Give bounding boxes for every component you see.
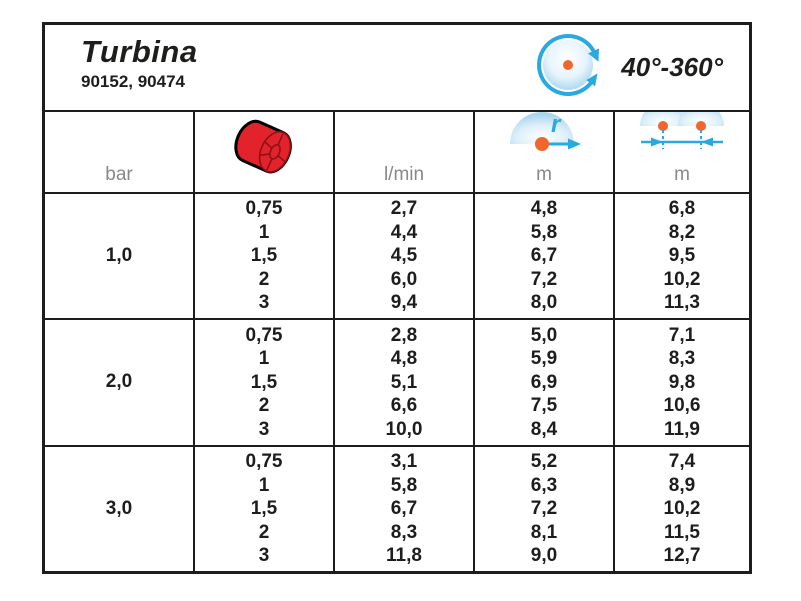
flow-value: 2,7 <box>390 198 418 220</box>
radius-values: 5,0 5,9 6,9 7,5 8,4 <box>473 318 613 445</box>
nozzle-size-value: 0,75 <box>245 451 283 473</box>
column-header-flow: l/min <box>333 112 473 192</box>
radius-value: 5,0 <box>530 324 558 346</box>
diameter-value: 7,4 <box>668 451 696 473</box>
nozzle-size-value: 3 <box>258 418 270 440</box>
nozzle-size-value: 1 <box>258 348 270 370</box>
flow-value: 8,3 <box>390 521 418 543</box>
diameter-unit-label: m <box>674 164 690 185</box>
nozzle-size-value: 1 <box>258 474 270 496</box>
nozzle-size-value: 2 <box>258 268 270 290</box>
flow-value: 4,5 <box>390 245 418 267</box>
flow-value: 4,4 <box>390 221 418 243</box>
flow-value: 10,0 <box>385 418 423 440</box>
radius-value: 7,2 <box>530 268 558 290</box>
nozzle-size-value: 1,5 <box>250 245 278 267</box>
radius-value: 5,8 <box>530 221 558 243</box>
diameter-value: 11,5 <box>664 521 700 543</box>
radius-value: 8,4 <box>530 418 558 440</box>
diameter-value: 8,2 <box>668 221 696 243</box>
radius-value: 6,9 <box>530 371 558 393</box>
bar-unit-label: bar <box>105 164 133 185</box>
diameter-value: 9,8 <box>668 371 696 393</box>
nozzle-size-value: 3 <box>258 545 270 567</box>
nozzle-size-value: 2 <box>258 395 270 417</box>
flow-value: 4,8 <box>390 348 418 370</box>
diameter-values: 7,4 8,9 10,2 11,5 12,7 <box>613 444 749 571</box>
diameter-value: 11,9 <box>664 418 700 440</box>
rotation-range-label: 40°-360° <box>621 52 723 82</box>
radius-icon: r <box>501 112 587 159</box>
radius-value: 8,0 <box>530 292 558 314</box>
radius-value: 4,8 <box>530 198 558 220</box>
nozzle-size-value: 1 <box>258 221 270 243</box>
column-header-radius: r m <box>473 112 613 192</box>
diameter-value: 11,3 <box>664 292 700 314</box>
column-header-bar: bar <box>45 112 193 192</box>
model-numbers: 90152, 90474 <box>81 72 185 91</box>
radius-value: 8,1 <box>530 521 558 543</box>
radius-values: 5,2 6,3 7,2 8,1 9,0 <box>473 444 613 571</box>
bar-value: 1,0 <box>45 192 193 318</box>
svg-text:r: r <box>551 112 562 138</box>
nozzle-size-value: 2 <box>258 521 270 543</box>
radius-value: 7,2 <box>530 498 558 520</box>
diameter-values: 7,1 8,3 9,8 10,6 11,9 <box>613 318 749 445</box>
radius-unit-label: m <box>536 164 552 185</box>
flow-value: 3,1 <box>390 451 418 473</box>
nozzle-size-value: 3 <box>258 292 270 314</box>
diameter-value: 10,2 <box>663 268 701 290</box>
spec-sheet-table: Turbina 90152, 90474 <box>42 22 752 574</box>
flow-unit-label: l/min <box>383 164 425 185</box>
radius-value: 6,3 <box>530 474 558 496</box>
diameter-value: 8,3 <box>668 348 696 370</box>
diameter-value: 8,9 <box>668 474 696 496</box>
flow-value: 5,1 <box>390 371 418 393</box>
column-header-nozzle <box>193 112 333 192</box>
radius-value: 7,5 <box>530 395 558 417</box>
flow-values: 2,8 4,8 5,1 6,6 10,0 <box>333 318 473 445</box>
flow-value: 11,8 <box>386 545 422 567</box>
nozzle-icon <box>226 114 302 185</box>
flow-value: 6,6 <box>390 395 418 417</box>
spray-diameter-icon <box>634 112 730 159</box>
diameter-value: 10,2 <box>663 498 701 520</box>
radius-value: 5,2 <box>530 451 558 473</box>
flow-value: 5,8 <box>390 474 418 496</box>
radius-value: 9,0 <box>530 545 558 567</box>
nozzle-sizes: 0,75 1 1,5 2 3 <box>193 318 333 445</box>
rotation-block: 40°-360° <box>535 25 723 110</box>
nozzle-sizes: 0,75 1 1,5 2 3 <box>193 192 333 319</box>
diameter-value: 12,7 <box>663 545 701 567</box>
diameter-value: 7,1 <box>668 324 696 346</box>
bar-value: 2,0 <box>45 318 193 444</box>
diameter-values: 6,8 8,2 9,5 10,2 11,3 <box>613 192 749 319</box>
spec-grid: bar l/min <box>45 112 749 571</box>
diameter-value: 10,6 <box>663 395 701 417</box>
flow-value: 6,0 <box>390 268 418 290</box>
nozzle-size-value: 1,5 <box>250 498 278 520</box>
title-band: Turbina 90152, 90474 <box>45 25 749 112</box>
radius-value: 5,9 <box>530 348 558 370</box>
flow-value: 2,8 <box>390 324 418 346</box>
rotation-arrow-icon <box>535 32 601 103</box>
nozzle-size-value: 0,75 <box>245 198 283 220</box>
nozzle-size-value: 1,5 <box>250 371 278 393</box>
diameter-value: 9,5 <box>668 245 696 267</box>
title-block: Turbina 90152, 90474 <box>81 34 198 92</box>
flow-value: 9,4 <box>390 292 418 314</box>
flow-values: 2,7 4,4 4,5 6,0 9,4 <box>333 192 473 319</box>
radius-values: 4,8 5,8 6,7 7,2 8,0 <box>473 192 613 319</box>
bar-value: 3,0 <box>45 444 193 571</box>
column-header-diameter: m <box>613 112 749 192</box>
radius-value: 6,7 <box>530 245 558 267</box>
nozzle-sizes: 0,75 1 1,5 2 3 <box>193 444 333 571</box>
diameter-value: 6,8 <box>668 198 696 220</box>
product-title: Turbina <box>81 34 198 69</box>
flow-values: 3,1 5,8 6,7 8,3 11,8 <box>333 444 473 571</box>
nozzle-size-value: 0,75 <box>245 324 283 346</box>
flow-value: 6,7 <box>390 498 418 520</box>
